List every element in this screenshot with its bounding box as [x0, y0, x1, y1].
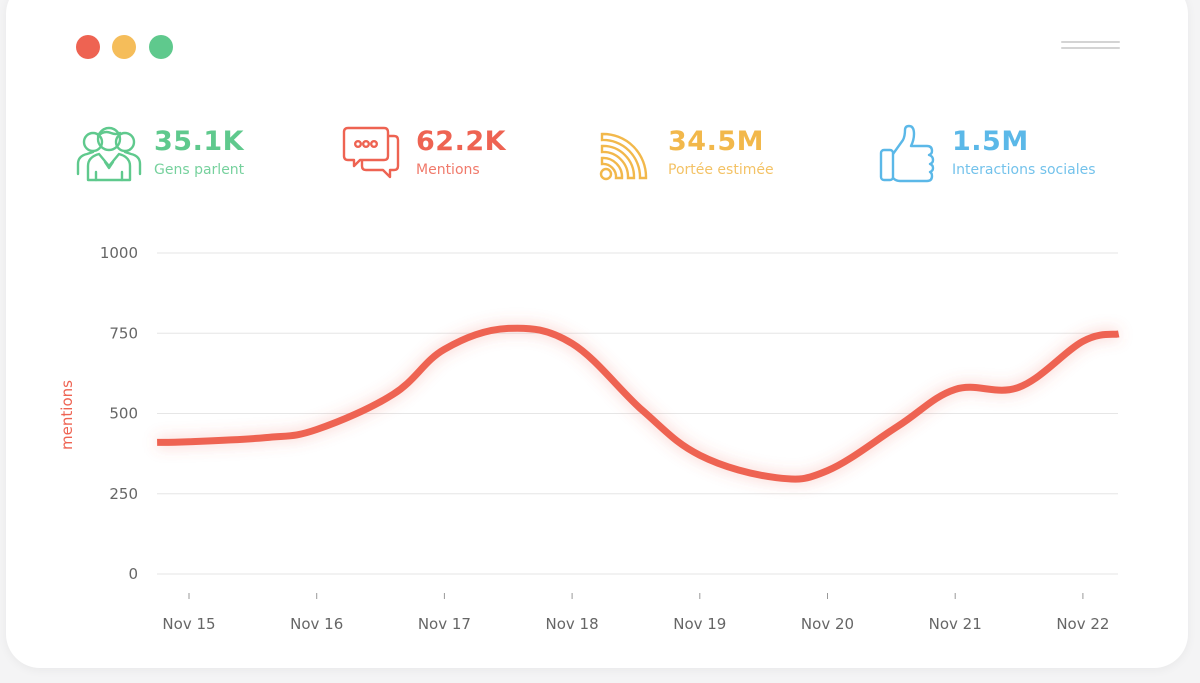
x-tick-label: Nov 21 — [929, 615, 982, 633]
people-group-icon — [72, 122, 146, 184]
stat-mentions: 62.2K Mentions — [334, 118, 506, 188]
x-tick-label: Nov 17 — [418, 615, 471, 633]
stat-people-talking: 35.1K Gens parlent — [72, 118, 244, 188]
stat-label: Gens parlent — [154, 161, 245, 178]
stat-social-interactions: 1.5M Interactions sociales — [870, 118, 1096, 188]
rss-feed-icon — [586, 122, 660, 184]
chat-bubbles-icon — [334, 122, 408, 184]
x-tick-label: Nov 22 — [1056, 615, 1109, 633]
y-tick-label: 750 — [109, 324, 138, 342]
dashboard-window — [6, 0, 1188, 668]
hamburger-menu-icon[interactable] — [1061, 41, 1120, 50]
stat-value: 62.2K — [416, 125, 507, 157]
stat-value: 35.1K — [154, 125, 245, 157]
y-tick-label: 1000 — [100, 244, 138, 262]
maximize-window-button[interactable] — [149, 35, 173, 59]
stat-label: Portée estimée — [668, 161, 774, 178]
x-tick-label: Nov 19 — [673, 615, 726, 633]
series-line-mentions — [157, 324, 1120, 483]
thumbs-up-icon — [870, 122, 944, 184]
close-window-button[interactable] — [76, 35, 100, 59]
stat-estimated-reach: 34.5M Portée estimée — [586, 118, 774, 188]
stat-label: Mentions — [416, 161, 480, 178]
stat-label: Interactions sociales — [952, 161, 1096, 178]
x-tick-label: Nov 20 — [801, 615, 854, 633]
y-tick-label: 250 — [109, 485, 138, 503]
x-tick-label: Nov 15 — [162, 615, 215, 633]
stat-value: 34.5M — [668, 125, 764, 157]
x-tick-label: Nov 16 — [290, 615, 343, 633]
y-tick-label: 0 — [128, 565, 138, 583]
y-tick-label: 500 — [109, 405, 138, 423]
stat-value: 1.5M — [952, 125, 1029, 157]
y-axis-label: mentions — [58, 380, 76, 450]
x-tick-label: Nov 18 — [546, 615, 599, 633]
minimize-window-button[interactable] — [112, 35, 136, 59]
